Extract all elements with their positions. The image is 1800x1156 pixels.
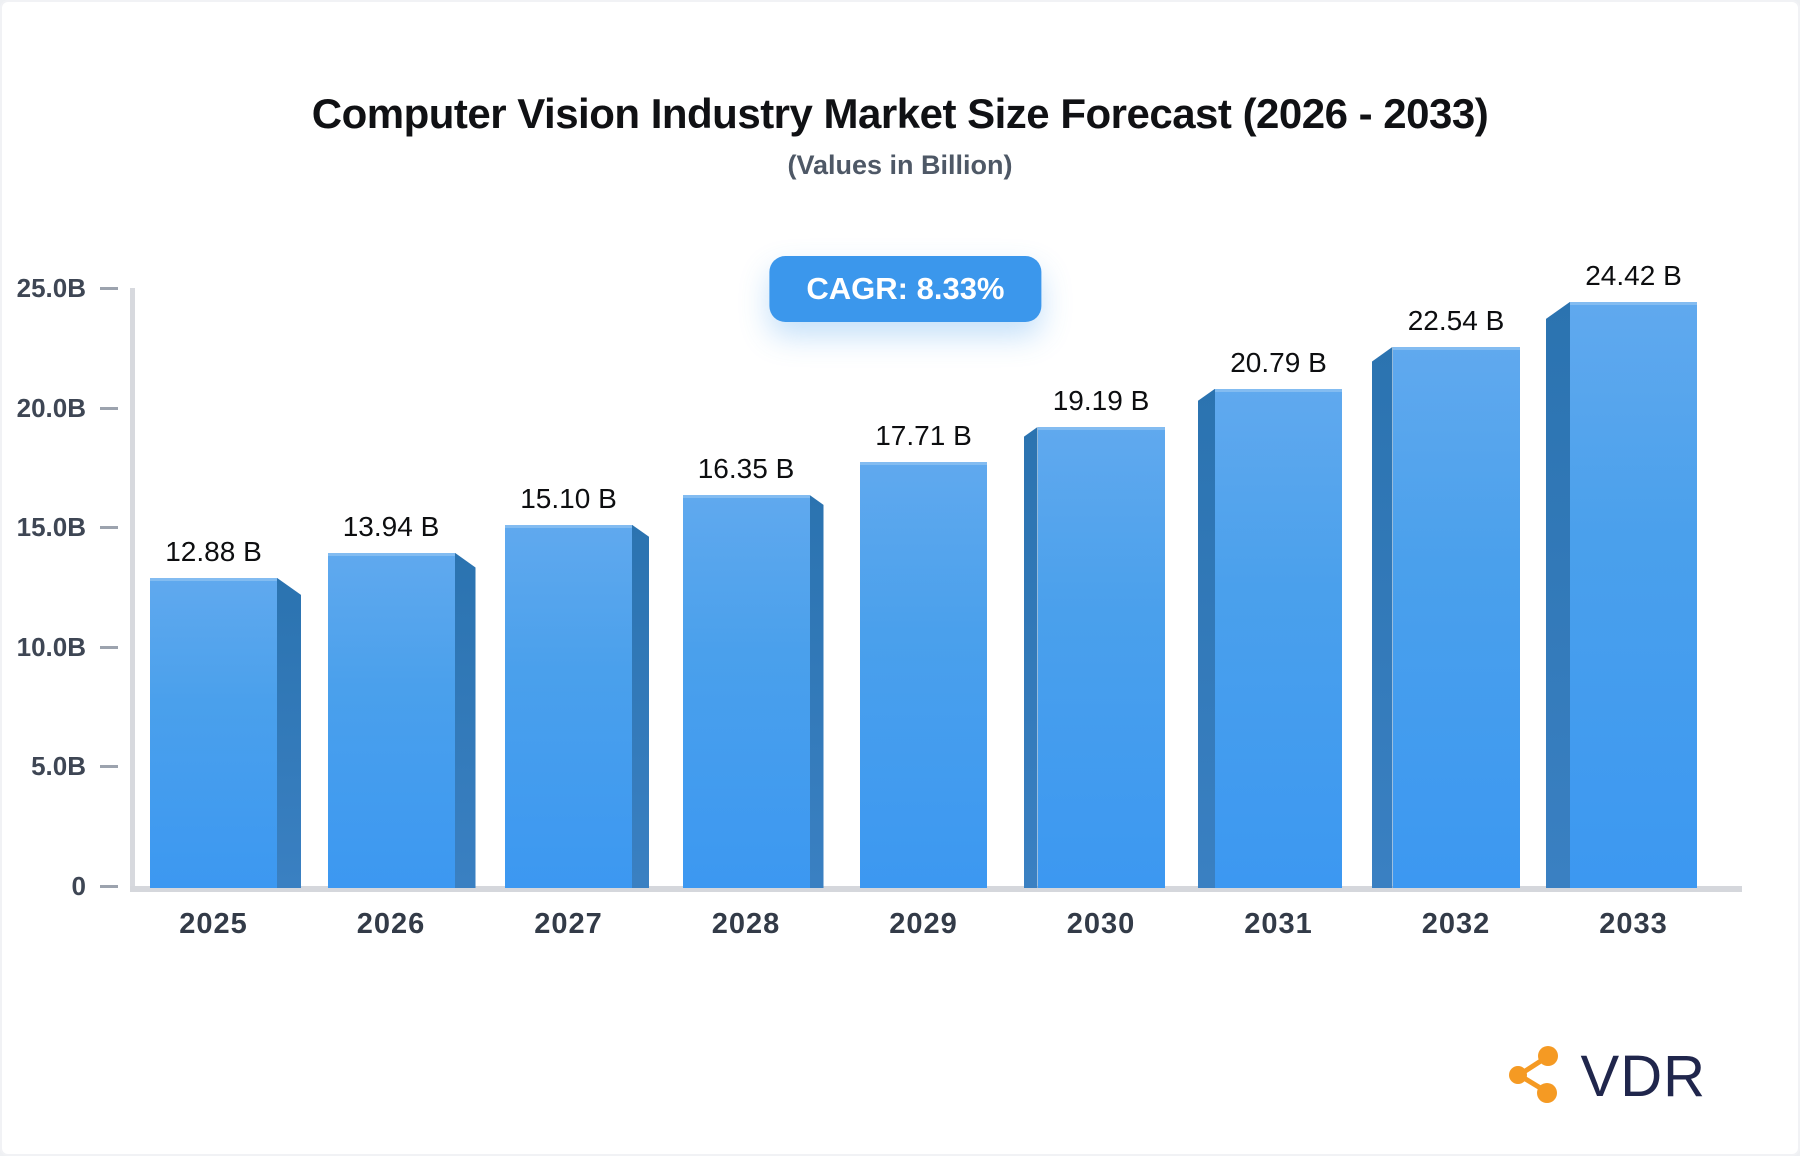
y-axis-tick-label: 0 [71, 871, 86, 901]
bar-value-label: 19.19 B [1052, 384, 1150, 416]
y-axis-tick [100, 406, 118, 410]
x-axis-category-label: 2025 [179, 908, 248, 940]
brand-logo-text: VDR [1580, 1044, 1706, 1109]
bar-value-label: 24.42 B [1585, 259, 1682, 291]
bar-side-face [632, 524, 649, 888]
bar-front-face [1037, 426, 1165, 888]
y-axis-tick-label: 5.0B [31, 751, 86, 782]
y-axis-tick-label: 25.0B [16, 273, 86, 303]
bar-value-label: 16.35 B [697, 452, 795, 484]
y-axis-tick-label: 10.0B [16, 631, 86, 662]
y-axis-line [130, 288, 135, 891]
y-axis-tick [100, 645, 118, 649]
bar-value-label: 17.71 B [875, 420, 972, 452]
bar-side-face [1371, 346, 1393, 888]
y-axis-tick [100, 885, 118, 888]
y-axis-tick-label: 15.0B [16, 512, 86, 543]
bar-value-label: 20.79 B [1230, 346, 1327, 378]
bar-front-face [860, 462, 987, 888]
bar-side-face [1198, 388, 1215, 888]
bar-front-face [1215, 388, 1342, 888]
bar-side-face [277, 577, 301, 888]
bar-front-face [682, 494, 810, 888]
x-axis-category-label: 2030 [1066, 908, 1136, 940]
y-axis-tick [100, 287, 118, 290]
x-axis-category-label: 2029 [889, 908, 958, 940]
page-title: Computer Vision Industry Market Size For… [311, 90, 1489, 137]
page-subtitle: (Values in Billion) [787, 150, 1013, 180]
cagr-badge: CAGR: 8.33% [769, 256, 1042, 322]
x-axis-line [130, 886, 1742, 892]
bar-value-label: 13.94 B [342, 510, 440, 542]
bar-value-label: 22.54 B [1407, 304, 1505, 336]
bar-front-face [505, 524, 632, 888]
bar-value-label: 12.88 B [165, 535, 262, 567]
bar-front-face [1392, 346, 1520, 888]
bar-side-face [809, 494, 824, 888]
x-axis-category-label: 2028 [711, 908, 781, 940]
bar-side-face [1023, 426, 1038, 888]
x-axis-category-label: 2027 [534, 908, 603, 940]
share-network-icon [1508, 1046, 1558, 1103]
bar-side-face [1546, 301, 1570, 888]
x-axis-category-label: 2031 [1244, 908, 1313, 940]
bar-value-label: 15.10 B [520, 482, 617, 514]
bar-front-face [327, 552, 455, 888]
brand-logo: VDR [1505, 1044, 1706, 1110]
y-axis-tick [100, 765, 118, 769]
y-axis-tick [100, 526, 118, 530]
bar-side-face [454, 552, 476, 888]
bar-front-face [150, 577, 277, 888]
y-axis-tick-label: 20.0B [16, 392, 86, 423]
x-axis-category-label: 2032 [1421, 908, 1491, 940]
x-axis-category-label: 2026 [356, 908, 426, 940]
x-axis-category-label: 2033 [1599, 908, 1668, 940]
bar-front-face [1570, 301, 1697, 888]
